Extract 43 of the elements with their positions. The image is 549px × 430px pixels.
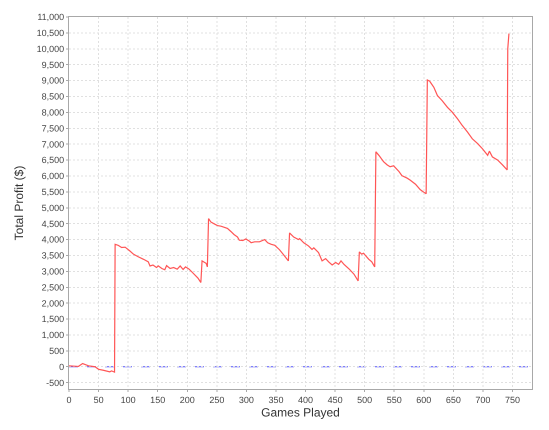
y-tick-label: 10,500 bbox=[36, 28, 64, 38]
y-tick-label: 9,500 bbox=[42, 60, 64, 70]
y-tick-label: 6,500 bbox=[42, 155, 64, 166]
line-series bbox=[69, 32, 510, 373]
y-axis-title: Total Profit ($) bbox=[12, 166, 26, 240]
y-tick-label: 4,000 bbox=[42, 234, 64, 245]
y-tick-label: 3,500 bbox=[42, 250, 64, 261]
y-tick-label: 2,500 bbox=[42, 282, 64, 292]
y-tick-label: 8,500 bbox=[42, 92, 64, 102]
x-tick-label: 450 bbox=[328, 394, 343, 405]
x-tick-label: 750 bbox=[504, 394, 520, 405]
x-tick-label: 150 bbox=[150, 394, 166, 405]
x-tick-label: 400 bbox=[298, 394, 314, 405]
y-tick-label: 1,000 bbox=[42, 330, 64, 340]
x-tick-label: 300 bbox=[238, 394, 254, 405]
y-tick-label: 7,000 bbox=[42, 139, 64, 150]
x-tick-label: 650 bbox=[446, 394, 461, 405]
x-tick-label: 50 bbox=[94, 394, 104, 405]
x-tick-label: 350 bbox=[268, 394, 284, 405]
y-tick-label: 4,500 bbox=[42, 218, 64, 229]
y-tick-label: 3,000 bbox=[42, 266, 64, 277]
y-tick-label: -500 bbox=[46, 378, 64, 388]
y-tick-label: 10,000 bbox=[36, 44, 64, 54]
x-axis-title: Games Played bbox=[261, 406, 340, 420]
y-tick-label: 8,000 bbox=[42, 108, 64, 118]
y-tick-label: 6,000 bbox=[42, 171, 64, 182]
x-tick-label: 250 bbox=[209, 394, 224, 405]
x-tick-label: 700 bbox=[475, 394, 490, 405]
y-tick-label: 0 bbox=[59, 362, 64, 372]
x-tick-label: 500 bbox=[357, 394, 372, 405]
y-tick-label: 7,500 bbox=[42, 123, 64, 134]
y-tick-label: 9,000 bbox=[42, 76, 64, 86]
y-tick-label: 5,500 bbox=[42, 187, 64, 198]
y-tick-label: 5,000 bbox=[42, 202, 64, 213]
y-tick-label: 11,000 bbox=[37, 12, 64, 22]
x-tick-label: 0 bbox=[66, 394, 72, 405]
x-tick-label: 100 bbox=[120, 394, 136, 405]
x-tick-label: 200 bbox=[180, 394, 195, 405]
y-tick-label: 2,000 bbox=[42, 298, 64, 308]
y-tick-label: 500 bbox=[49, 346, 64, 356]
x-tick-label: 550 bbox=[386, 394, 402, 405]
y-tick-label: 1,500 bbox=[42, 314, 64, 324]
x-tick-label: 600 bbox=[416, 394, 432, 405]
